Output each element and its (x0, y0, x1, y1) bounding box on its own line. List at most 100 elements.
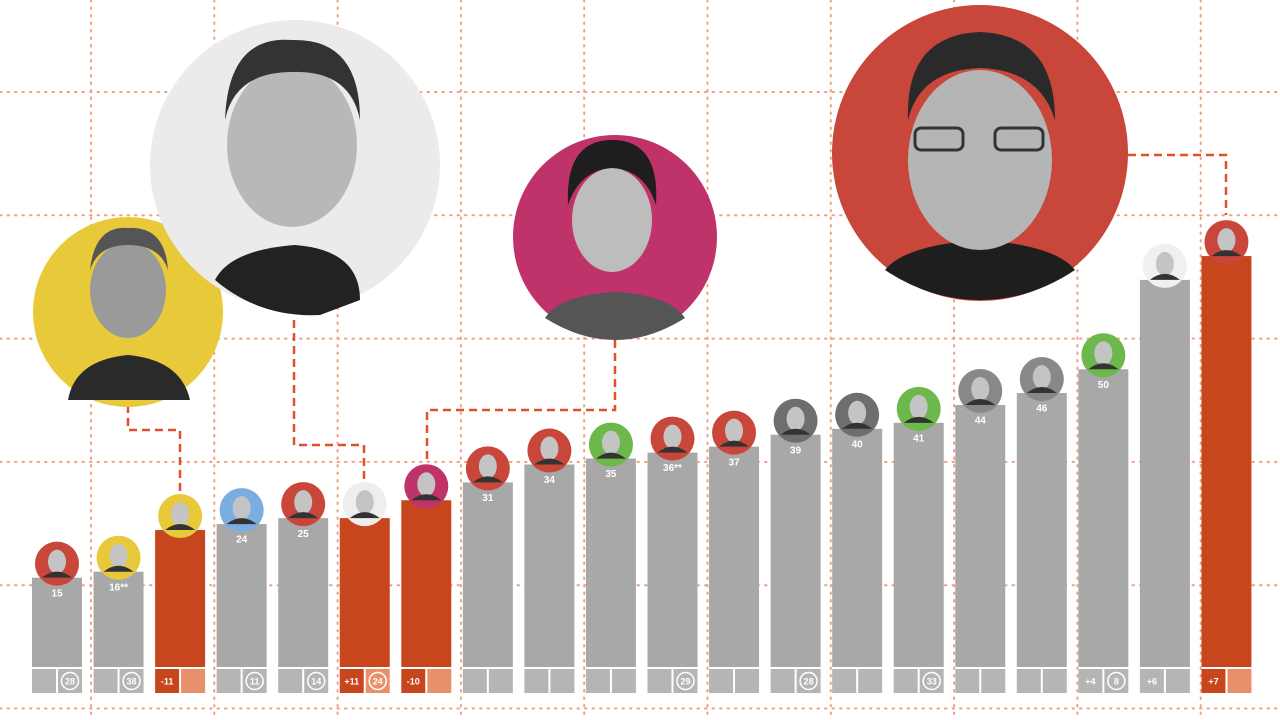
bar (832, 428, 883, 667)
avatar-face (1094, 341, 1113, 366)
avatar-shoulders (411, 494, 442, 501)
value-label: 16** (109, 582, 128, 593)
portrait (150, 20, 440, 316)
avatar-shoulders (103, 565, 134, 572)
footer-cell (339, 669, 364, 693)
bar (647, 452, 698, 667)
footer-cell (155, 669, 180, 693)
badge-label: 24 (373, 676, 383, 686)
change-label: +6 (1147, 676, 1157, 686)
avatar-face (971, 376, 990, 401)
bar (524, 464, 575, 667)
avatar-face (48, 549, 66, 574)
bar (216, 524, 267, 667)
footer-cell (1016, 669, 1041, 693)
avatar-shoulders (842, 422, 873, 429)
avatar-face (417, 472, 436, 497)
bar (1139, 279, 1190, 667)
avatar-shoulders (1026, 387, 1057, 394)
bars: 28 15 38 16** -11 11 24 14 25 +11 24 -10 31 34 35 29 36*… (32, 220, 1252, 693)
change-label: +4 (1085, 676, 1095, 686)
footer-cell (981, 669, 1006, 693)
footer-cell (1165, 669, 1190, 693)
value-label: 36** (663, 463, 682, 474)
value-label: 34 (544, 475, 556, 486)
footer-cell (401, 669, 426, 693)
footer-cell (832, 669, 857, 693)
value-label: 15 (51, 588, 63, 599)
connector (1128, 153, 1228, 215)
value-label: 35 (605, 469, 617, 480)
footer-cell (858, 669, 883, 693)
avatar-shoulders (288, 512, 319, 519)
badge-label: 29 (680, 676, 690, 686)
footer-cell (524, 669, 549, 693)
avatar-face (1032, 365, 1051, 390)
avatar-face (663, 424, 682, 449)
bar (585, 458, 636, 667)
badge-ring (306, 671, 326, 691)
bar (893, 422, 944, 667)
connector (292, 320, 366, 480)
footer-cell (893, 669, 918, 693)
avatar-shoulders (226, 518, 257, 525)
bar (462, 482, 513, 667)
bar (1078, 369, 1129, 667)
badge-ring (122, 671, 141, 691)
value-label: 31 (482, 493, 494, 504)
portrait (33, 217, 223, 407)
avatar-face (848, 400, 867, 425)
badge-label: 14 (311, 676, 321, 686)
footer-cell (611, 669, 636, 693)
avatar-shoulders (1211, 250, 1242, 257)
avatar-face (1217, 228, 1236, 253)
avatar-face (294, 490, 313, 515)
avatar-face (786, 406, 805, 431)
avatar-shoulders (1088, 363, 1119, 370)
avatar-shoulders (42, 571, 72, 578)
value-label: 46 (1036, 404, 1048, 415)
avatar-shoulders (1149, 273, 1180, 280)
bar (770, 434, 821, 667)
value-label: 40 (852, 439, 864, 450)
value-label: 37 (728, 457, 740, 468)
badge-ring (922, 671, 941, 691)
portrait (832, 5, 1128, 301)
bar (955, 404, 1006, 667)
avatar-face (1155, 251, 1174, 276)
bar (709, 446, 760, 667)
avatar-shoulders (965, 398, 996, 405)
avatar-shoulders (657, 446, 688, 453)
avatar-shoulders (349, 512, 380, 519)
avatar-face (540, 436, 559, 461)
value-label: 50 (1098, 380, 1110, 391)
avatar-shoulders (780, 428, 811, 435)
footer-cell (93, 669, 118, 693)
footer-cell (488, 669, 513, 693)
badge-label: 11 (250, 676, 260, 686)
badge-label: 28 (65, 676, 75, 686)
value-label: 39 (790, 445, 802, 456)
footer-cell (216, 669, 241, 693)
avatar-shoulders (719, 440, 750, 447)
avatar-face (355, 490, 374, 515)
avatar-shoulders (472, 476, 503, 483)
bar (1016, 393, 1067, 667)
footer-cell (181, 669, 206, 693)
badge-label: 38 (127, 676, 137, 686)
footer-cell (585, 669, 610, 693)
footer-cell (955, 669, 980, 693)
bar (32, 577, 82, 667)
avatar-shoulders (165, 524, 196, 531)
avatar-face (171, 502, 190, 527)
badge-ring (676, 671, 695, 691)
footer-cell (427, 669, 452, 693)
footer-cell (462, 669, 487, 693)
footer-cell (278, 669, 303, 693)
footer-cell (1201, 669, 1226, 693)
avatar-shoulders (595, 452, 626, 459)
footer-cell (735, 669, 760, 693)
badge-ring (368, 671, 387, 691)
footer-cell (550, 669, 575, 693)
